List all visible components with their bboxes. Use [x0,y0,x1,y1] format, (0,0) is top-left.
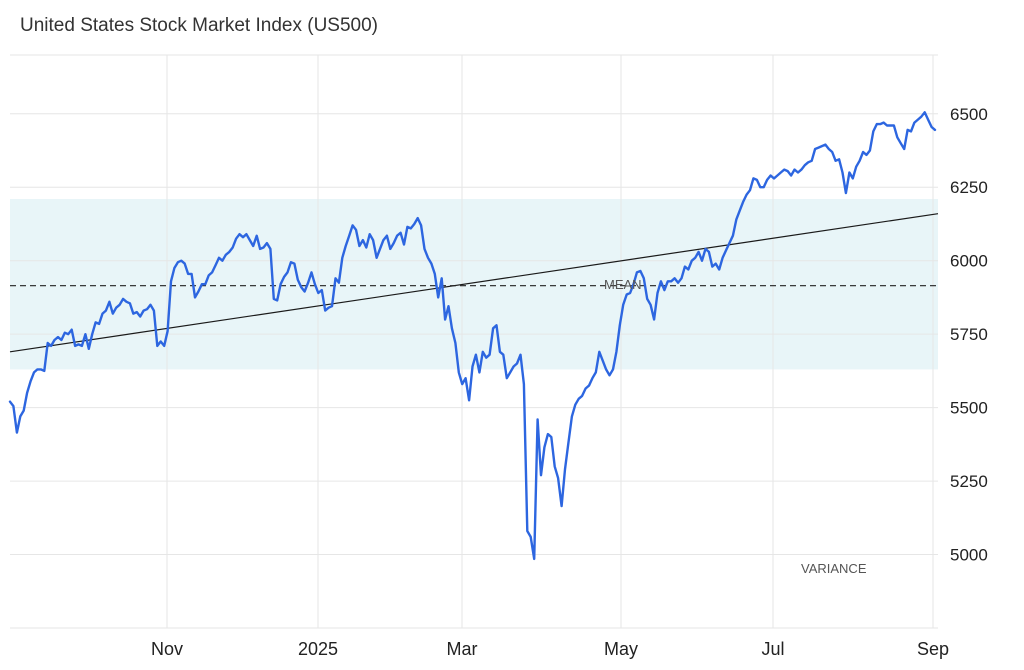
x-tick-label: 2025 [298,639,338,659]
x-tick-label: May [604,639,638,659]
y-tick-label: 6000 [950,252,988,271]
y-tick-label: 5500 [950,399,988,418]
x-tick-label: Sep [917,639,949,659]
variance-band [10,198,938,370]
y-tick-label: 6250 [950,178,988,197]
y-tick-label: 5250 [950,472,988,491]
y-tick-label: 5750 [950,325,988,344]
x-tick-label: Jul [761,639,784,659]
series-line [8,111,937,561]
variance-label: VARIANCE [801,561,867,576]
y-tick-label: 5000 [950,546,988,565]
trend-line [9,213,939,353]
chart-title: United States Stock Market Index (US500) [20,15,378,36]
y-tick-label: 6500 [950,105,988,124]
x-tick-label: Mar [447,639,478,659]
x-tick-label: Nov [151,639,183,659]
mean-label: MEAN [604,277,642,292]
